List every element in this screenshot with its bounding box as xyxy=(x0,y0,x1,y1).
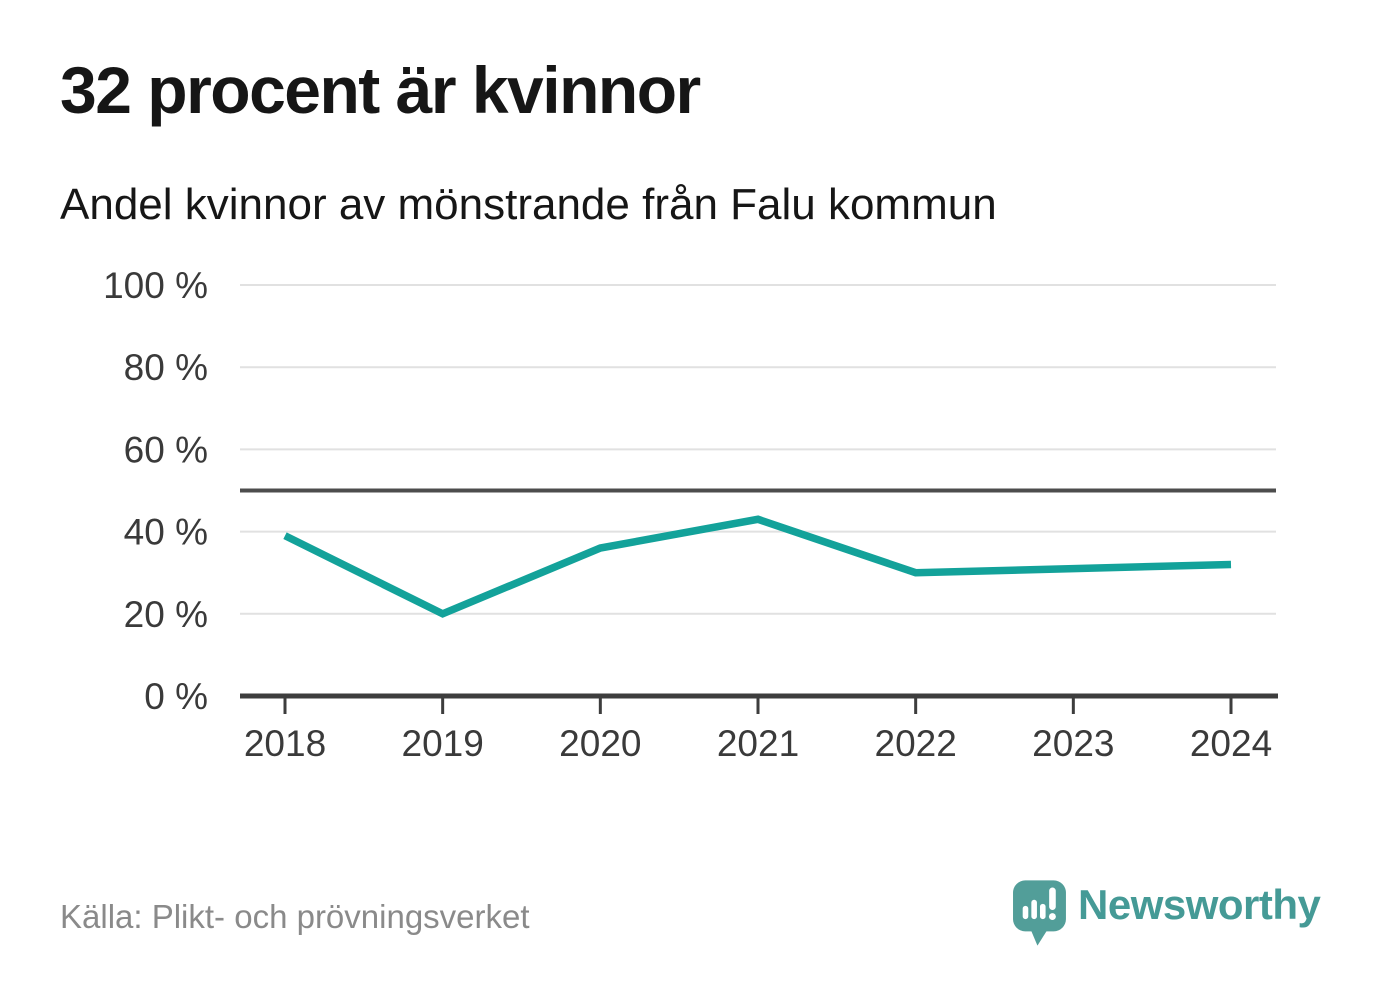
speech-bubble xyxy=(1013,880,1066,946)
y-tick-label: 80 % xyxy=(124,347,208,388)
brand-name: Newsworthy xyxy=(1078,881,1321,928)
exclamation-glyph xyxy=(1048,887,1056,921)
chart-title: 32 procent är kvinnor xyxy=(60,53,701,127)
data-line xyxy=(283,515,1232,618)
x-tick-label: 2018 xyxy=(244,723,326,764)
x-tick-label: 2021 xyxy=(717,723,799,764)
y-tick-label: 0 % xyxy=(144,676,208,717)
brand-block: Newsworthy xyxy=(1012,879,1332,949)
y-tick-label: 20 % xyxy=(124,594,208,635)
x-tick-label: 2024 xyxy=(1190,723,1272,764)
y-tick-label: 100 % xyxy=(103,265,208,306)
y-tick-label: 40 % xyxy=(124,512,208,553)
bar-chart-glyph xyxy=(1022,899,1046,920)
chart-subtitle: Andel kvinnor av mönstrande från Falu ko… xyxy=(60,180,997,229)
newsworthy-logo-icon xyxy=(1013,880,1066,946)
x-tick-label: 2020 xyxy=(559,723,641,764)
x-tick-label: 2019 xyxy=(402,723,484,764)
source-caption: Källa: Plikt- och prövningsverket xyxy=(60,898,530,935)
x-tick-label: 2023 xyxy=(1032,723,1114,764)
x-tick-label: 2022 xyxy=(875,723,957,764)
y-tick-label: 60 % xyxy=(124,429,208,470)
